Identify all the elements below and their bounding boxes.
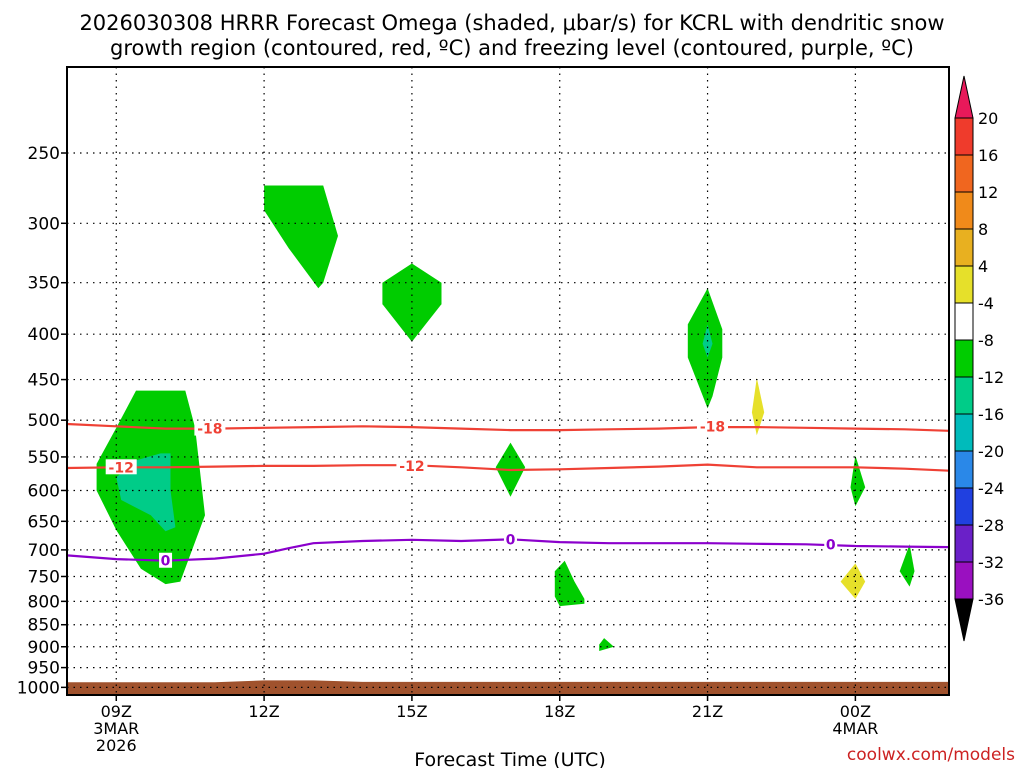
colorbar-label-minus-36: -36 [978, 590, 1004, 609]
y-tick-label-900: 900 [28, 638, 60, 658]
x-tick-label-15Z-1: 15Z [396, 702, 427, 721]
y-tick-label-550: 550 [28, 448, 60, 468]
colorbar-cell-6 [954, 302, 974, 341]
contour-label-0-3: 0 [826, 537, 836, 553]
y-tick-label-600: 600 [28, 481, 60, 501]
y-tick-label-950: 950 [28, 659, 60, 679]
contour-line-0 [67, 538, 949, 562]
colorbar-cell-3 [954, 191, 974, 230]
y-tick-label-450: 450 [28, 371, 60, 391]
x-axis-label: Forecast Time (UTC) [414, 749, 605, 768]
x-tick-label-00Z-2: 4MAR [832, 719, 878, 738]
contour-label-minus-12-2: -12 [399, 459, 424, 475]
y-tick-label-800: 800 [28, 592, 60, 612]
colorbar-label-8: 8 [978, 220, 988, 239]
y-tick-label-700: 700 [28, 541, 60, 561]
colorbar-cell-2 [954, 154, 974, 193]
x-tick-label-12Z-1: 12Z [248, 702, 279, 721]
y-tick-label-750: 750 [28, 567, 60, 587]
contour-label-minus-18-2: -18 [700, 419, 725, 435]
omega-shaded-region-4 [382, 263, 442, 342]
y-tick-label-250: 250 [28, 144, 60, 164]
y-tick-label-350: 350 [28, 274, 60, 294]
omega-shaded-region-12 [840, 563, 866, 599]
omega-shaded-region-10 [751, 377, 765, 436]
y-tick-label-300: 300 [28, 214, 60, 234]
colorbar-cell-13 [954, 561, 974, 600]
colorbar-label-minus-16: -16 [978, 405, 1004, 424]
contour-label-bg-0-2 [503, 531, 517, 547]
omega-shaded-region-6 [554, 560, 585, 607]
contour-label-minus-18-1: -18 [197, 422, 222, 438]
x-tick-label-09Z-3: 2026 [96, 736, 137, 755]
x-tick-label-18Z-1: 18Z [544, 702, 575, 721]
colorbar-cell-8 [954, 376, 974, 415]
omega-shaded-region-3 [264, 185, 338, 289]
ground-terrain [67, 680, 949, 695]
contour-label-bg-minus-18-2 [696, 418, 728, 434]
y-tick-label-400: 400 [28, 325, 60, 345]
x-tick-label-00Z-1: 00Z [840, 702, 871, 721]
x-tick-label-09Z-1: 09Z [101, 702, 132, 721]
plot-area: -18 -18 -12 -12 0 0 0 [67, 67, 949, 695]
colorbar: 20 16 12 8 4 -4 -8 -12 -16 -20 -24 -28 -32 -36 [954, 75, 1004, 642]
y-tick-label-650: 650 [28, 512, 60, 532]
colorbar-label-minus-20: -20 [978, 442, 1004, 461]
chart-title-line-1: 2026030308 HRRR Forecast Omega (shaded, … [79, 11, 944, 35]
contour-label-bg-0-1 [159, 552, 173, 568]
colorbar-label-12: 12 [978, 183, 998, 202]
x-tick-label-21Z-1: 21Z [692, 702, 723, 721]
colorbar-label-4: 4 [978, 257, 988, 276]
axes: 2503003504004505005506006507007508008509… [17, 66, 950, 755]
colorbar-label-minus-12: -12 [978, 368, 1004, 387]
colorbar-cell-4 [954, 228, 974, 267]
colorbar-label-20: 20 [978, 109, 998, 128]
contour-label-bg-0-3 [824, 536, 838, 552]
colorbar-label-minus-24: -24 [978, 479, 1004, 498]
colorbar-label-minus-8: -8 [978, 331, 994, 350]
omega-shaded-region-13 [899, 544, 915, 587]
colorbar-cell-9 [954, 413, 974, 452]
colorbar-label-16: 16 [978, 146, 998, 165]
contour-label-minus-12-1: -12 [109, 460, 134, 476]
colorbar-cell-11 [954, 487, 974, 526]
contour-label-0-1: 0 [161, 554, 171, 570]
colorbar-cell-5 [954, 265, 974, 304]
y-tick-label-850: 850 [28, 616, 60, 636]
colorbar-label-minus-4: -4 [978, 294, 994, 313]
colorbar-label-minus-28: -28 [978, 516, 1004, 535]
contour-label-bg-minus-12-2 [396, 457, 428, 473]
y-tick-label-500: 500 [28, 411, 60, 431]
contour-label-bg-minus-18-1 [194, 420, 226, 436]
colorbar-label-minus-32: -32 [978, 553, 1004, 572]
colorbar-cell-1 [954, 117, 974, 156]
x-tick-label-09Z-2: 3MAR [93, 719, 139, 738]
y-tick-label-1000: 1000 [17, 678, 60, 698]
credit-link[interactable]: coolwx.com/models [847, 745, 1015, 765]
colorbar-cell-12 [954, 524, 974, 563]
plot-border [66, 66, 950, 696]
omega-shaded-region-7 [599, 638, 614, 651]
colorbar-cell-10 [954, 450, 974, 489]
colorbar-bottom-arrow [954, 598, 974, 642]
chart-title-line-2: growth region (contoured, red, ºC) and f… [110, 36, 914, 60]
contour-label-bg-minus-12-1 [105, 459, 137, 475]
contour-line-minus-12 [67, 463, 949, 472]
colorbar-cell-7 [954, 339, 974, 378]
contour-label-0-2: 0 [506, 532, 516, 548]
